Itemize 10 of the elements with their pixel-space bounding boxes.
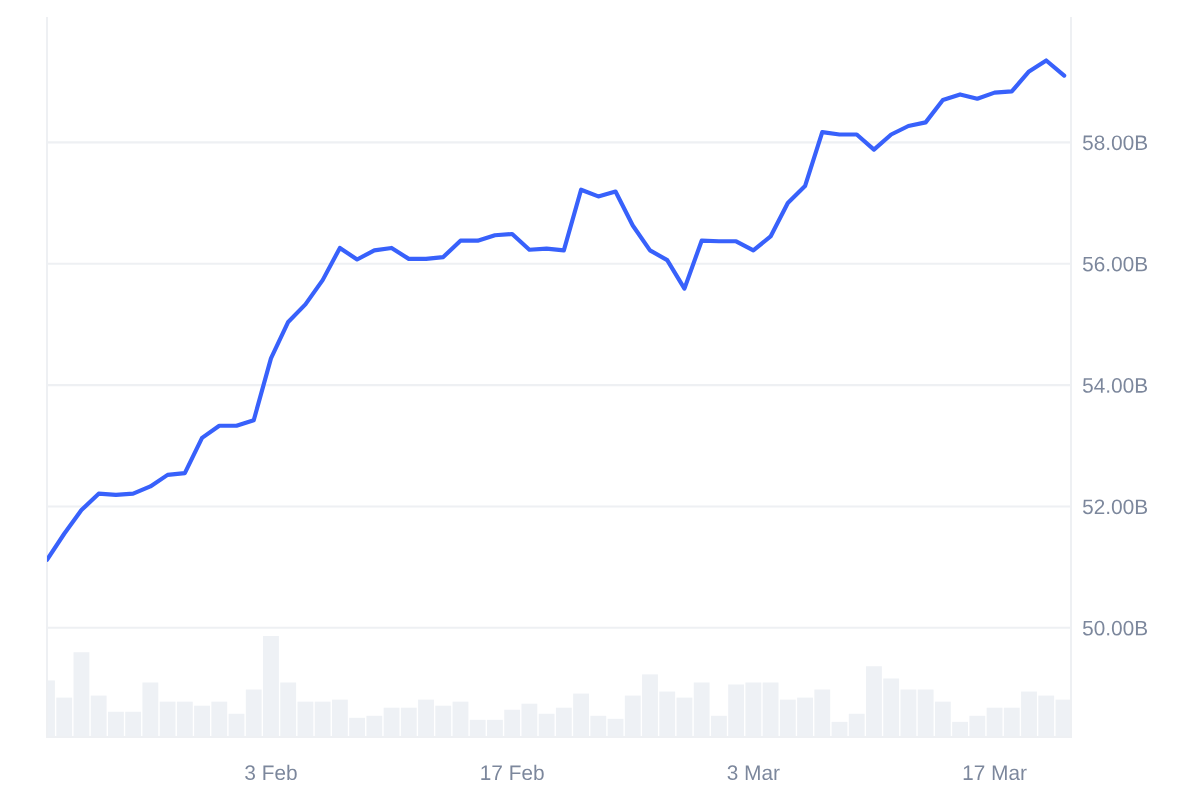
y-tick-label: 52.00B bbox=[1082, 499, 1148, 515]
x-tick-label: 17 Mar bbox=[963, 765, 1027, 781]
y-tick-label: 54.00B bbox=[1082, 378, 1148, 393]
y-tick-label: 56.00B bbox=[1082, 256, 1148, 272]
line-series bbox=[47, 58, 1067, 562]
x-tick-label: 17 Feb bbox=[481, 764, 544, 781]
y-tick-label: 58.00B bbox=[1082, 135, 1148, 151]
y-tick-label: 50.00B bbox=[1082, 620, 1148, 636]
x-tick-label: 3 Mar bbox=[727, 765, 780, 781]
x-tick-label: 3 Feb bbox=[245, 764, 297, 781]
